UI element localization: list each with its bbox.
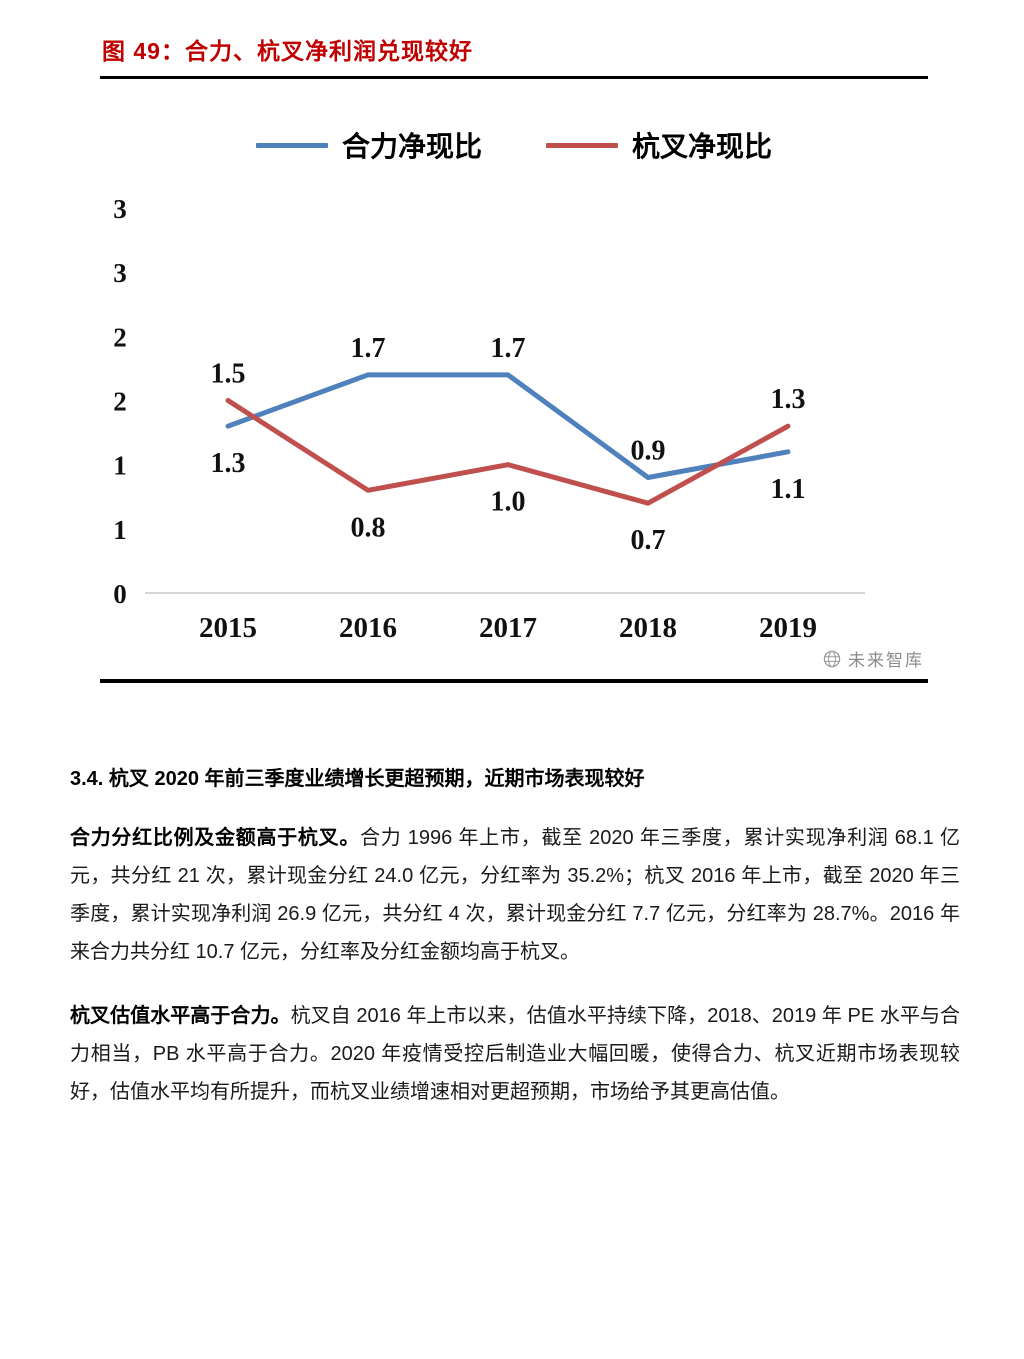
legend-item-hangcha: 杭叉净现比 [546,125,772,165]
svg-text:1: 1 [113,451,127,481]
svg-text:0.9: 0.9 [631,436,666,467]
legend-line-sample-blue [255,142,328,148]
svg-text:2017: 2017 [479,612,537,644]
svg-text:2015: 2015 [199,612,257,644]
paragraph-lead: 杭叉估值水平高于合力。 [70,1005,291,1027]
legend-label-heli: 合力净现比 [341,132,482,163]
svg-text:3: 3 [113,194,127,224]
legend-label-hangcha: 杭叉净现比 [632,132,773,163]
paragraph-valuation: 杭叉估值水平高于合力。杭叉自 2016 年上市以来，估值水平持续下降，2018、… [70,997,960,1111]
section-3-4: 3.4. 杭叉 2020 年前三季度业绩增长更超预期，近期市场表现较好 合力分红… [70,762,960,1137]
svg-text:1.1: 1.1 [771,474,806,505]
paragraph-lead: 合力分红比例及金额高于杭叉。 [70,827,361,849]
legend-line-sample-red [546,142,618,148]
section-heading: 3.4. 杭叉 2020 年前三季度业绩增长更超预期，近期市场表现较好 [70,768,645,790]
paragraph-text: 合力 1996 年上市，截至 2020 年三季度，累计实现净利润 68.1 亿元… [70,827,960,963]
svg-text:0.8: 0.8 [351,512,386,543]
watermark-text: 未来智库 [848,651,924,670]
watermark-globe-icon [823,650,841,667]
legend-item-heli: 合力净现比 [255,125,482,165]
figure-49: 图 49：合力、杭叉净利润兑现较好 合力净现比 杭叉净现比 3 3 2 2 1 1 0 201… [100,26,928,683]
svg-text:0.7: 0.7 [631,525,666,556]
svg-text:1.7: 1.7 [491,333,526,364]
paragraph-text: 杭叉自 2016 年上市以来，估值水平持续下降，2018、2019 年 PE 水… [70,1005,961,1103]
svg-text:3: 3 [113,258,127,288]
svg-text:2: 2 [113,387,127,417]
paragraph-dividends: 合力分红比例及金额高于杭叉。合力 1996 年上市，截至 2020 年三季度，累… [70,819,960,971]
svg-text:1: 1 [113,515,127,545]
svg-text:2018: 2018 [619,612,677,644]
svg-text:1.7: 1.7 [351,333,386,364]
svg-text:1.0: 1.0 [491,487,526,518]
line-chart-container: 合力净现比 杭叉净现比 3 3 2 2 1 1 0 2015 2016 2017 2018 2019 1… [100,79,928,683]
svg-text:1.3: 1.3 [771,384,806,415]
net-cash-ratio-line-chart: 3 3 2 2 1 1 0 2015 2016 2017 2018 2019 1.3 1.7 1.7 0.9 1… [113,194,865,644]
svg-text:2: 2 [113,322,127,352]
svg-text:2019: 2019 [759,612,817,644]
svg-text:1.3: 1.3 [211,448,246,479]
svg-text:1.5: 1.5 [211,359,246,390]
chart-legend: 合力净现比 杭叉净现比 [100,125,928,165]
svg-text:0: 0 [113,579,127,609]
watermark: 未来智库 [822,646,924,671]
svg-text:2016: 2016 [339,612,397,644]
figure-title: 图 49：合力、杭叉净利润兑现较好 [100,26,928,79]
